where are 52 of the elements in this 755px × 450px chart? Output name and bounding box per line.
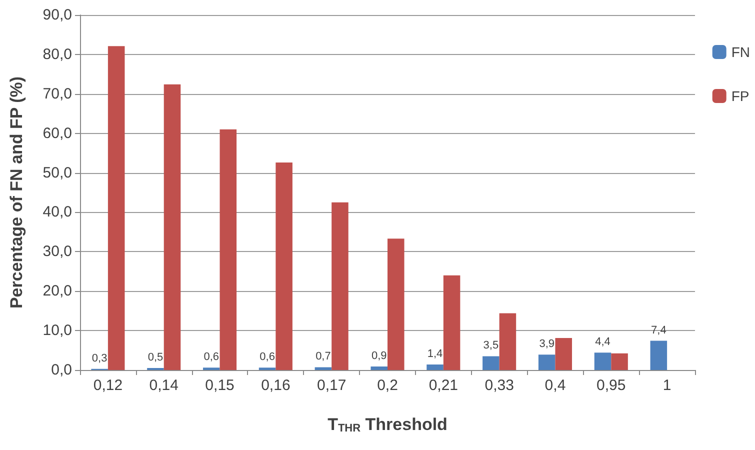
- y-tick-label: 20,0: [42, 282, 72, 300]
- x-tick-label: 1: [662, 377, 672, 394]
- bar: [555, 338, 572, 370]
- x-tick-label: 0,15: [205, 377, 234, 394]
- bar: [332, 202, 348, 370]
- y-tick-label: 50,0: [42, 164, 72, 182]
- data-label: 0,3: [92, 352, 108, 364]
- legend-label: FN: [731, 44, 750, 60]
- x-tick-label: 0,14: [149, 377, 178, 394]
- bar: [594, 352, 612, 370]
- bar: [538, 354, 556, 370]
- data-label: 3,5: [483, 340, 499, 352]
- data-label: 1,4: [427, 348, 443, 360]
- x-tick-label: 0,21: [428, 377, 458, 394]
- y-tick-label: 70,0: [42, 85, 72, 102]
- y-tick-label: 10,0: [42, 322, 72, 340]
- bar: [482, 356, 500, 370]
- x-tick-label: 0,17: [316, 377, 346, 394]
- bar: [314, 367, 332, 370]
- x-tick-label: 0,16: [261, 377, 290, 394]
- data-label: 0,7: [316, 350, 331, 363]
- bar: [164, 84, 181, 370]
- x-tick-label: 0,4: [544, 377, 566, 394]
- y-tick-label: 30,0: [42, 243, 72, 260]
- data-label: 3,9: [539, 338, 554, 350]
- x-tick-label: 0,2: [377, 377, 398, 394]
- bar: [388, 238, 404, 370]
- bar: [426, 364, 444, 370]
- bar: [611, 353, 628, 370]
- data-label: 0,6: [260, 351, 275, 364]
- x-tick-label: 0,12: [93, 377, 123, 394]
- y-tick-label: 90,0: [42, 6, 72, 24]
- bar: [499, 313, 516, 370]
- bar: [443, 275, 460, 370]
- bar: [108, 46, 125, 370]
- data-label: 7,4: [651, 324, 666, 336]
- legend-label: FP: [731, 88, 750, 104]
- bar: [276, 162, 292, 370]
- bar: [220, 129, 237, 370]
- x-tick-label: 0,33: [484, 377, 514, 394]
- bar: [370, 366, 388, 370]
- y-axis-title: Percentage of FN and FP (%): [7, 76, 26, 309]
- y-tick-label: 80,0: [42, 46, 72, 63]
- y-tick-label: 40,0: [42, 204, 72, 221]
- data-label: 0,9: [371, 350, 387, 362]
- bar: [650, 340, 668, 370]
- data-label: 0,5: [148, 352, 164, 364]
- y-tick-label: 60,0: [42, 124, 72, 142]
- x-tick-label: 0,95: [596, 377, 626, 394]
- data-label: 4,4: [595, 336, 610, 348]
- data-label: 0,6: [204, 351, 220, 364]
- y-tick-label: 0,0: [51, 362, 72, 378]
